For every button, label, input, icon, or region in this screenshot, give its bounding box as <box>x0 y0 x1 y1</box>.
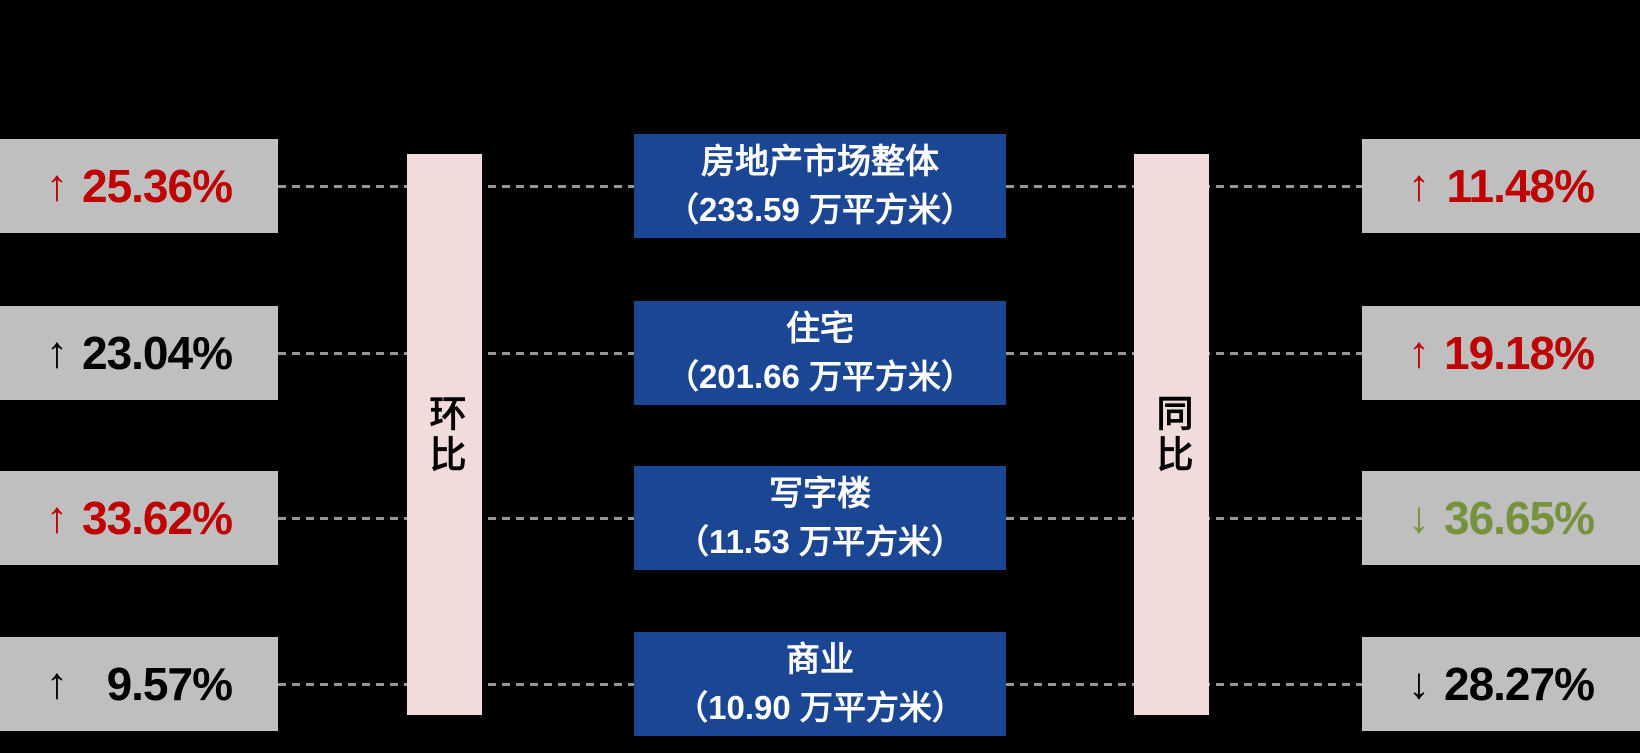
category-area: （10.90 万平方米） <box>675 688 965 726</box>
category-box-row1: 房地产市场整体 （233.59 万平方米） <box>634 134 1006 238</box>
category-name: 商业 <box>786 641 854 680</box>
yoy-change-value: 11.48% <box>1446 160 1595 212</box>
category-area: （233.59 万平方米） <box>665 190 975 228</box>
mom-change-box-row2: ↑ 23.04% <box>0 306 278 400</box>
mom-pillar: 环比 <box>407 154 482 715</box>
category-area: （201.66 万平方米） <box>665 357 975 395</box>
yoy-change-value: 19.18% <box>1443 327 1595 379</box>
yoy-pillar-label: 同比 <box>1151 393 1192 476</box>
mom-change-value: 23.04% <box>81 327 233 379</box>
up-arrow-icon: ↑ <box>46 493 68 542</box>
category-area: （11.53 万平方米） <box>676 522 964 560</box>
down-arrow-icon: ↓ <box>1408 659 1430 708</box>
up-arrow-icon: ↑ <box>46 161 68 210</box>
down-arrow-icon: ↓ <box>1408 493 1430 542</box>
category-box-row2: 住宅 （201.66 万平方米） <box>634 301 1006 405</box>
yoy-change-box-row4: ↓ 28.27% <box>1362 637 1640 731</box>
category-name: 住宅 <box>786 310 854 349</box>
yoy-change-value: 36.65% <box>1443 492 1595 544</box>
mom-change-box-row3: ↑ 33.62% <box>0 471 278 565</box>
mom-change-value: 33.62% <box>81 492 233 544</box>
yoy-change-box-row2: ↑ 19.18% <box>1362 306 1640 400</box>
up-arrow-icon: ↑ <box>46 659 68 708</box>
up-arrow-icon: ↑ <box>46 328 68 377</box>
category-box-row3: 写字楼 （11.53 万平方米） <box>634 466 1006 570</box>
mom-change-value: 25.36% <box>81 160 233 212</box>
mom-change-value: 9.57% <box>106 658 233 710</box>
yoy-change-box-row3: ↓ 36.65% <box>1362 471 1640 565</box>
yoy-pillar: 同比 <box>1134 154 1209 715</box>
mom-change-box-row1: ↑ 25.36% <box>0 139 278 233</box>
up-arrow-icon: ↑ <box>1408 161 1430 210</box>
up-arrow-icon: ↑ <box>1408 328 1430 377</box>
yoy-change-box-row1: ↑ 11.48% <box>1362 139 1640 233</box>
yoy-change-value: 28.27% <box>1443 658 1595 710</box>
mom-pillar-label: 环比 <box>424 393 465 476</box>
category-name: 写字楼 <box>769 475 871 514</box>
category-name: 房地产市场整体 <box>701 143 939 182</box>
category-box-row4: 商业 （10.90 万平方米） <box>634 632 1006 736</box>
mom-change-box-row4: ↑ 9.57% <box>0 637 278 731</box>
